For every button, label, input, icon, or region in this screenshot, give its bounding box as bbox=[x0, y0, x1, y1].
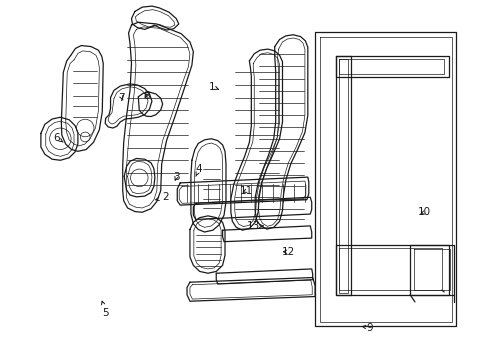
Text: 13: 13 bbox=[246, 221, 263, 231]
Text: 6: 6 bbox=[54, 133, 63, 143]
Text: 7: 7 bbox=[118, 93, 125, 103]
Text: 9: 9 bbox=[362, 323, 373, 333]
Text: 4: 4 bbox=[195, 163, 202, 176]
Text: 12: 12 bbox=[281, 247, 294, 257]
Text: 5: 5 bbox=[102, 301, 109, 318]
Text: 10: 10 bbox=[417, 207, 430, 217]
Text: 11: 11 bbox=[239, 186, 253, 196]
Text: 3: 3 bbox=[173, 172, 179, 182]
Text: 8: 8 bbox=[142, 91, 149, 101]
Text: 1: 1 bbox=[208, 82, 218, 92]
Text: 2: 2 bbox=[155, 192, 168, 202]
